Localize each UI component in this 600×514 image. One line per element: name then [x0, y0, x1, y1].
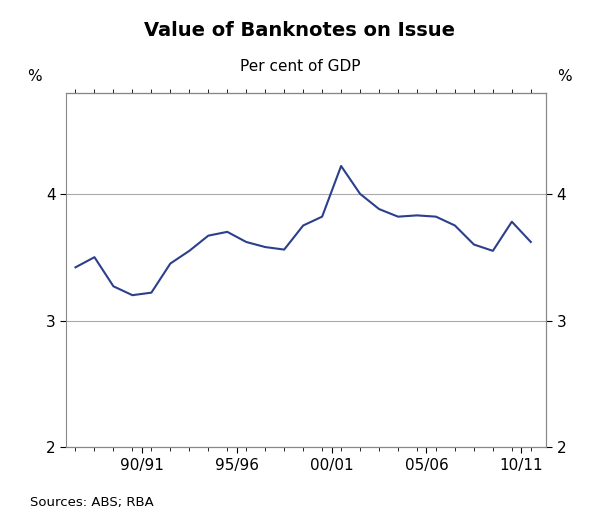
- Text: %: %: [557, 69, 572, 84]
- Text: Value of Banknotes on Issue: Value of Banknotes on Issue: [145, 21, 455, 40]
- Text: Per cent of GDP: Per cent of GDP: [240, 59, 360, 74]
- Text: %: %: [27, 69, 42, 84]
- Text: Sources: ABS; RBA: Sources: ABS; RBA: [30, 496, 154, 509]
